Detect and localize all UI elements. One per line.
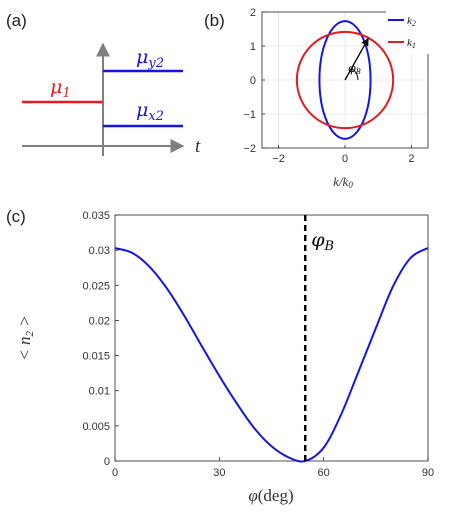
panel-b-x-axis-label: k/k0 <box>333 174 353 190</box>
b-xtick-label-0: −2 <box>272 153 285 165</box>
c-ytick-label-3: 0.015 <box>82 351 110 363</box>
panel-c-y-axis-label: < n2 > <box>15 315 36 360</box>
panel-a-schematic: t μ1 μy2 μx2 <box>22 42 201 157</box>
phi-b-label: φB <box>311 229 334 254</box>
time-axis-label: t <box>195 136 201 157</box>
panel-c-ticks: 0 30 60 90 0 0.005 0.01 0.015 0.02 0.025 0.03 0.035 <box>82 210 434 479</box>
panel-b-label: (b) <box>204 11 225 30</box>
c-xtick-label-1: 30 <box>213 467 225 479</box>
panel-b-dispersion: −2 0 2 2 1 0 −1 −2 φB k2 k1 k/k0 <box>243 7 429 190</box>
panel-b-legend: k2 k1 <box>386 10 429 54</box>
c-ytick-label-4: 0.02 <box>89 315 110 327</box>
b-ytick-label-1: 1 <box>250 41 256 53</box>
phi-b-arrow <box>344 37 369 81</box>
c-ytick-label-2: 0.01 <box>89 386 110 398</box>
n2-curve <box>114 247 429 463</box>
b-xtick-label-2: 2 <box>408 153 414 165</box>
panel-a-label: (a) <box>6 11 27 30</box>
b-ytick-label-2: 0 <box>250 75 256 87</box>
muy2-label: μy2 <box>136 46 164 71</box>
legend-k1-label: k1 <box>407 37 416 50</box>
b-xtick-label-1: 0 <box>342 153 348 165</box>
mu1-label: μ1 <box>50 76 71 101</box>
panel-b-ticks: −2 0 2 2 1 0 −1 −2 <box>243 7 414 165</box>
c-xtick-label-0: 0 <box>112 467 118 479</box>
c-xtick-label-2: 60 <box>318 467 330 479</box>
b-ytick-label-3: −1 <box>243 109 256 121</box>
k2-ellipse <box>318 20 372 140</box>
c-xtick-label-3: 90 <box>422 467 434 479</box>
mux2-label: μx2 <box>136 99 164 124</box>
c-ytick-label-0: 0 <box>104 456 110 468</box>
c-ytick-label-7: 0.035 <box>82 210 110 222</box>
phi-b-annotation: φB <box>348 62 361 76</box>
panel-c-label: (c) <box>6 207 26 226</box>
c-ytick-label-5: 0.025 <box>82 280 110 292</box>
b-ytick-label-0: 2 <box>250 7 256 19</box>
k1-circle <box>295 30 395 130</box>
legend-k2-label: k2 <box>407 15 416 28</box>
b-ytick-label-4: −2 <box>243 143 256 155</box>
panel-c-axes-frame <box>114 214 429 462</box>
phi-b-angle-arc <box>351 68 359 81</box>
c-ytick-label-1: 0.005 <box>82 421 110 433</box>
c-ytick-label-6: 0.03 <box>89 245 110 257</box>
panel-c-plot: 0 30 60 90 0 0.005 0.01 0.015 0.02 0.025 0.03 0.035… <box>15 210 434 505</box>
panel-c-x-axis-label: φ(deg) <box>248 486 293 505</box>
